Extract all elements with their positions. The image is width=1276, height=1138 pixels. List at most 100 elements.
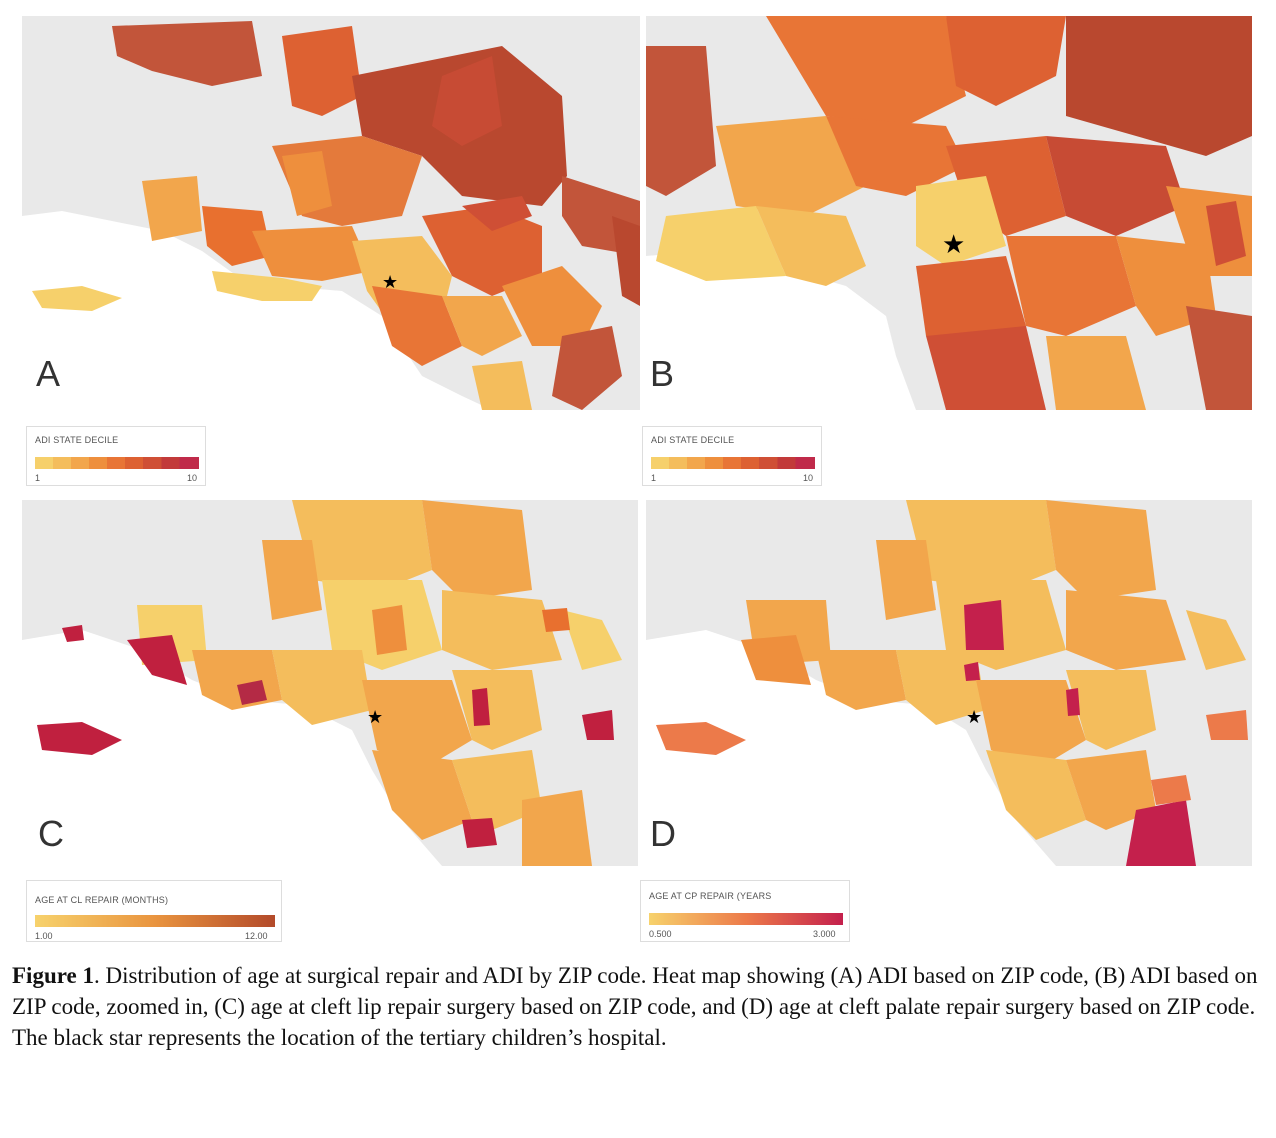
zip-region: [1066, 590, 1186, 670]
map-d-svg: ★: [646, 500, 1248, 866]
zip-region: [876, 540, 936, 620]
zip-region: [372, 286, 462, 366]
legend-cp-repair: AGE AT CP REPAIR (YEARS 0.500 3.000: [640, 880, 850, 942]
zip-region: [472, 688, 490, 726]
zip-region: [362, 680, 472, 770]
legend-title: ADI STATE DECILE: [35, 435, 119, 445]
legend-title: AGE AT CL REPAIR (MONTHS): [35, 895, 169, 905]
zip-region: [282, 151, 332, 216]
map-a-svg: ★: [22, 21, 640, 410]
caption-text: . Distribution of age at surgical repair…: [12, 963, 1258, 1050]
zip-region: [282, 26, 362, 116]
zip-region: [926, 326, 1046, 410]
zip-region: [112, 21, 262, 86]
legend-adi-b: ADI STATE DECILE 1 10: [642, 426, 822, 486]
legend-color-scale: [35, 457, 199, 469]
ocean-shape: [646, 251, 916, 410]
zip-region: [202, 206, 272, 266]
zip-region: [292, 500, 432, 590]
zip-region: [142, 176, 202, 241]
zip-region: [522, 790, 592, 866]
hospital-star-icon: ★: [966, 707, 982, 728]
zip-region: [212, 271, 322, 301]
zip-region: [502, 266, 602, 346]
zip-region: [372, 605, 407, 655]
zip-region: [964, 600, 1004, 650]
zip-region: [1066, 750, 1156, 830]
zip-region: [1046, 136, 1186, 236]
panel-letter: B: [650, 353, 675, 394]
zip-region: [816, 650, 906, 710]
zip-region: [462, 196, 532, 231]
legend-color-scale: [35, 915, 275, 927]
zip-region: [906, 500, 1056, 590]
legend-color-scale: [651, 457, 815, 469]
hospital-star-icon: ★: [367, 707, 383, 728]
legend-adi-a: ADI STATE DECILE 1 10: [26, 426, 206, 486]
map-panel-a[interactable]: ★ A: [22, 16, 640, 410]
zip-region: [646, 46, 716, 196]
map-panel-b[interactable]: ★ B: [646, 16, 1252, 410]
map-c-svg: ★: [22, 500, 622, 866]
legend-min-label: 0.500: [649, 929, 672, 939]
legend-max-label: 3.000: [813, 929, 836, 939]
ocean-shape: [646, 630, 1056, 866]
zip-region: [552, 326, 622, 410]
zip-region: [442, 590, 562, 670]
zip-region: [946, 16, 1066, 106]
legend-color-scale: [649, 913, 843, 925]
zip-region: [1151, 775, 1191, 805]
zip-region: [756, 206, 866, 286]
zip-region: [452, 750, 542, 830]
zip-region: [826, 116, 966, 196]
zip-region: [1066, 16, 1252, 156]
zip-region: [716, 116, 866, 216]
zip-region: [237, 680, 267, 705]
zip-region: [1126, 800, 1196, 866]
legend-min-label: 1.00: [35, 931, 53, 941]
legend-title: AGE AT CP REPAIR (YEARS: [649, 891, 772, 901]
zip-region: [442, 296, 522, 356]
zip-region: [62, 625, 84, 642]
map-panel-d[interactable]: ★ D: [646, 500, 1252, 866]
zip-region: [986, 750, 1086, 840]
legend-max-label: 10: [803, 473, 814, 483]
panel-letter: A: [36, 353, 61, 394]
zip-region: [964, 662, 980, 681]
legend-min-label: 1: [651, 473, 657, 483]
legend-title: ADI STATE DECILE: [651, 435, 735, 445]
zip-region: [1046, 500, 1156, 600]
ocean-shape: [22, 630, 442, 866]
zip-region: [1186, 306, 1252, 410]
zip-region: [372, 750, 472, 840]
map-panel-c[interactable]: ★ C: [22, 500, 638, 866]
panel-letter: D: [650, 813, 676, 854]
zip-region: [766, 16, 966, 126]
zip-region: [272, 650, 372, 725]
legend-max-label: 10: [187, 473, 198, 483]
zip-region: [1186, 610, 1246, 670]
zip-region: [582, 710, 614, 740]
hospital-star-icon: ★: [382, 272, 398, 293]
legend-max-label: 12.00: [245, 931, 268, 941]
figure-label: Figure 1: [12, 963, 94, 988]
map-b-svg: ★: [646, 16, 1252, 410]
zip-region: [1006, 236, 1136, 336]
zip-region: [32, 286, 122, 311]
hospital-star-icon: ★: [942, 230, 965, 260]
zip-region: [612, 216, 640, 306]
figure-caption: Figure 1. Distribution of age at surgica…: [12, 960, 1262, 1053]
legend-min-label: 1: [35, 473, 41, 483]
zip-region: [562, 610, 622, 670]
zip-region: [252, 226, 372, 281]
zip-region: [916, 176, 1006, 266]
panel-letter: C: [38, 813, 64, 854]
zip-region: [1046, 336, 1146, 410]
zip-region: [262, 540, 322, 620]
zip-region: [422, 206, 542, 296]
zip-region: [432, 56, 502, 146]
zip-region: [422, 500, 532, 600]
zip-region: [37, 722, 122, 755]
zip-region: [741, 635, 811, 685]
ocean-shape: [22, 211, 492, 410]
